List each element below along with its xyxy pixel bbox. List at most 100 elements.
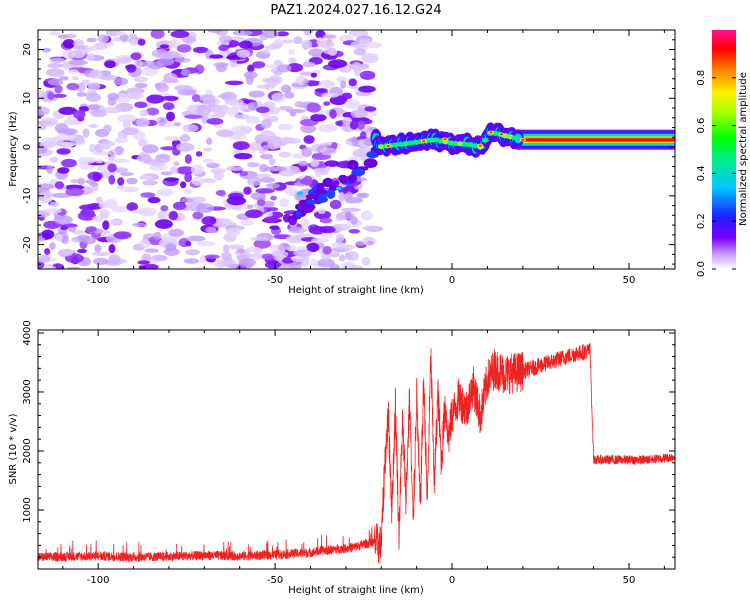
spectral-noise-blob [196, 203, 214, 214]
spectral-noise-blob [87, 104, 101, 111]
spectral-noise-blob [360, 131, 367, 139]
spectral-noise-blob [151, 254, 168, 261]
spectral-noise-blob [285, 187, 298, 196]
spectral-feature-blob [322, 177, 334, 188]
spectral-noise-blob [43, 196, 53, 203]
spectral-noise-blob [213, 170, 224, 181]
spectral-noise-blob [348, 78, 357, 87]
spectral-noise-blob [239, 171, 249, 177]
spectral-noise-blob [185, 240, 192, 247]
spectral-noise-blob [163, 177, 180, 182]
spectral-noise-blob [165, 243, 177, 252]
x-tick-label: -50 [267, 575, 283, 586]
spectrogram-x-axis-label: Height of straight line (km) [288, 285, 424, 296]
spectral-noise-blob [202, 158, 214, 164]
spectral-noise-blob [104, 60, 116, 69]
spectral-noise-blob [62, 49, 76, 60]
spectral-noise-blob [295, 75, 307, 86]
signal-track-peak-core [521, 138, 525, 141]
spectral-noise-blob [301, 147, 313, 158]
spectral-noise-blob [320, 232, 334, 238]
spectral-noise-blob [310, 72, 318, 78]
spectral-noise-blob [72, 230, 85, 235]
snr-x-axis-label: Height of straight line (km) [288, 585, 424, 596]
spectral-feature-blob [317, 196, 329, 203]
spectral-noise-blob [111, 205, 129, 213]
spectral-noise-blob [61, 158, 77, 168]
spectral-noise-blob [107, 163, 117, 173]
spectral-noise-blob [48, 31, 61, 36]
spectral-noise-blob [278, 105, 294, 111]
spectral-noise-blob [329, 199, 342, 210]
spectral-noise-blob [81, 208, 95, 218]
spectral-noise-blob [54, 181, 65, 190]
spectral-noise-blob [126, 64, 137, 73]
spectral-noise-blob [76, 92, 87, 97]
spectral-noise-blob [255, 106, 270, 114]
spectral-noise-blob [66, 266, 81, 269]
spectral-noise-blob [319, 217, 333, 224]
spectral-noise-blob [309, 157, 320, 168]
spectral-noise-blob [216, 129, 234, 137]
spectral-noise-blob [148, 165, 168, 171]
spectral-noise-blob [278, 151, 292, 158]
spectral-noise-blob [150, 30, 165, 39]
y-tick-label: 0 [22, 144, 33, 150]
spectral-noise-blob [111, 158, 130, 163]
spectral-noise-blob [155, 153, 171, 164]
spectral-noise-blob [229, 58, 238, 68]
spectral-noise-blob [300, 124, 317, 134]
spectral-noise-blob [338, 191, 345, 202]
spectral-noise-blob [218, 35, 233, 43]
spectral-noise-blob [153, 231, 162, 240]
spectral-noise-blob [46, 68, 65, 77]
spectral-noise-blob [113, 77, 129, 86]
spectral-noise-blob [41, 117, 58, 127]
spectral-noise-blob [191, 176, 205, 186]
spectral-noise-blob [148, 161, 166, 167]
spectral-noise-blob [216, 259, 237, 265]
spectral-noise-blob [265, 64, 281, 69]
spectral-noise-blob [57, 167, 70, 174]
spectral-noise-blob [192, 266, 210, 269]
spectral-noise-blob [276, 64, 292, 73]
spectral-noise-blob [231, 125, 251, 135]
spectral-noise-blob [85, 92, 102, 103]
spectral-noise-blob [213, 218, 233, 227]
spectral-feature-blob [298, 206, 314, 214]
colorbar-ticks: 0.0 0.2 0.4 0.6 0.8 [696, 70, 736, 277]
spectral-noise-blob [236, 49, 251, 58]
spectral-noise-blob [183, 258, 200, 264]
snr-panel: -100 -50 0 50 1000 2000 3000 4000 Height of str… [8, 320, 676, 596]
spectral-noise-blob [267, 207, 279, 212]
spectral-noise-blob [232, 30, 253, 36]
spectral-noise-blob [141, 144, 159, 154]
snr-data-layer [38, 343, 675, 564]
spectral-noise-blob [277, 123, 293, 131]
spectral-noise-blob [67, 114, 74, 122]
spectral-noise-blob [303, 78, 310, 84]
signal-track-core [511, 135, 519, 141]
spectral-noise-blob [201, 216, 217, 226]
spectral-noise-blob [53, 215, 73, 225]
spectral-noise-blob [66, 82, 80, 91]
spectral-noise-blob [350, 216, 358, 225]
spectral-noise-blob [340, 80, 347, 89]
spectral-noise-blob [67, 69, 80, 74]
spectral-noise-blob [273, 39, 284, 45]
spectral-noise-blob [114, 146, 124, 156]
spectral-noise-blob [93, 151, 111, 156]
spectral-noise-blob [180, 133, 191, 143]
spectral-noise-blob [349, 120, 359, 130]
spectral-noise-blob [140, 192, 156, 198]
spectral-noise-blob [318, 79, 335, 89]
spectral-noise-blob [192, 46, 209, 54]
spectral-noise-blob [160, 205, 169, 212]
spectral-noise-blob [61, 236, 69, 244]
spectral-noise-blob [351, 62, 362, 71]
spectral-noise-blob [342, 116, 352, 126]
spectral-noise-blob [126, 202, 138, 212]
spectral-noise-blob [97, 34, 109, 43]
